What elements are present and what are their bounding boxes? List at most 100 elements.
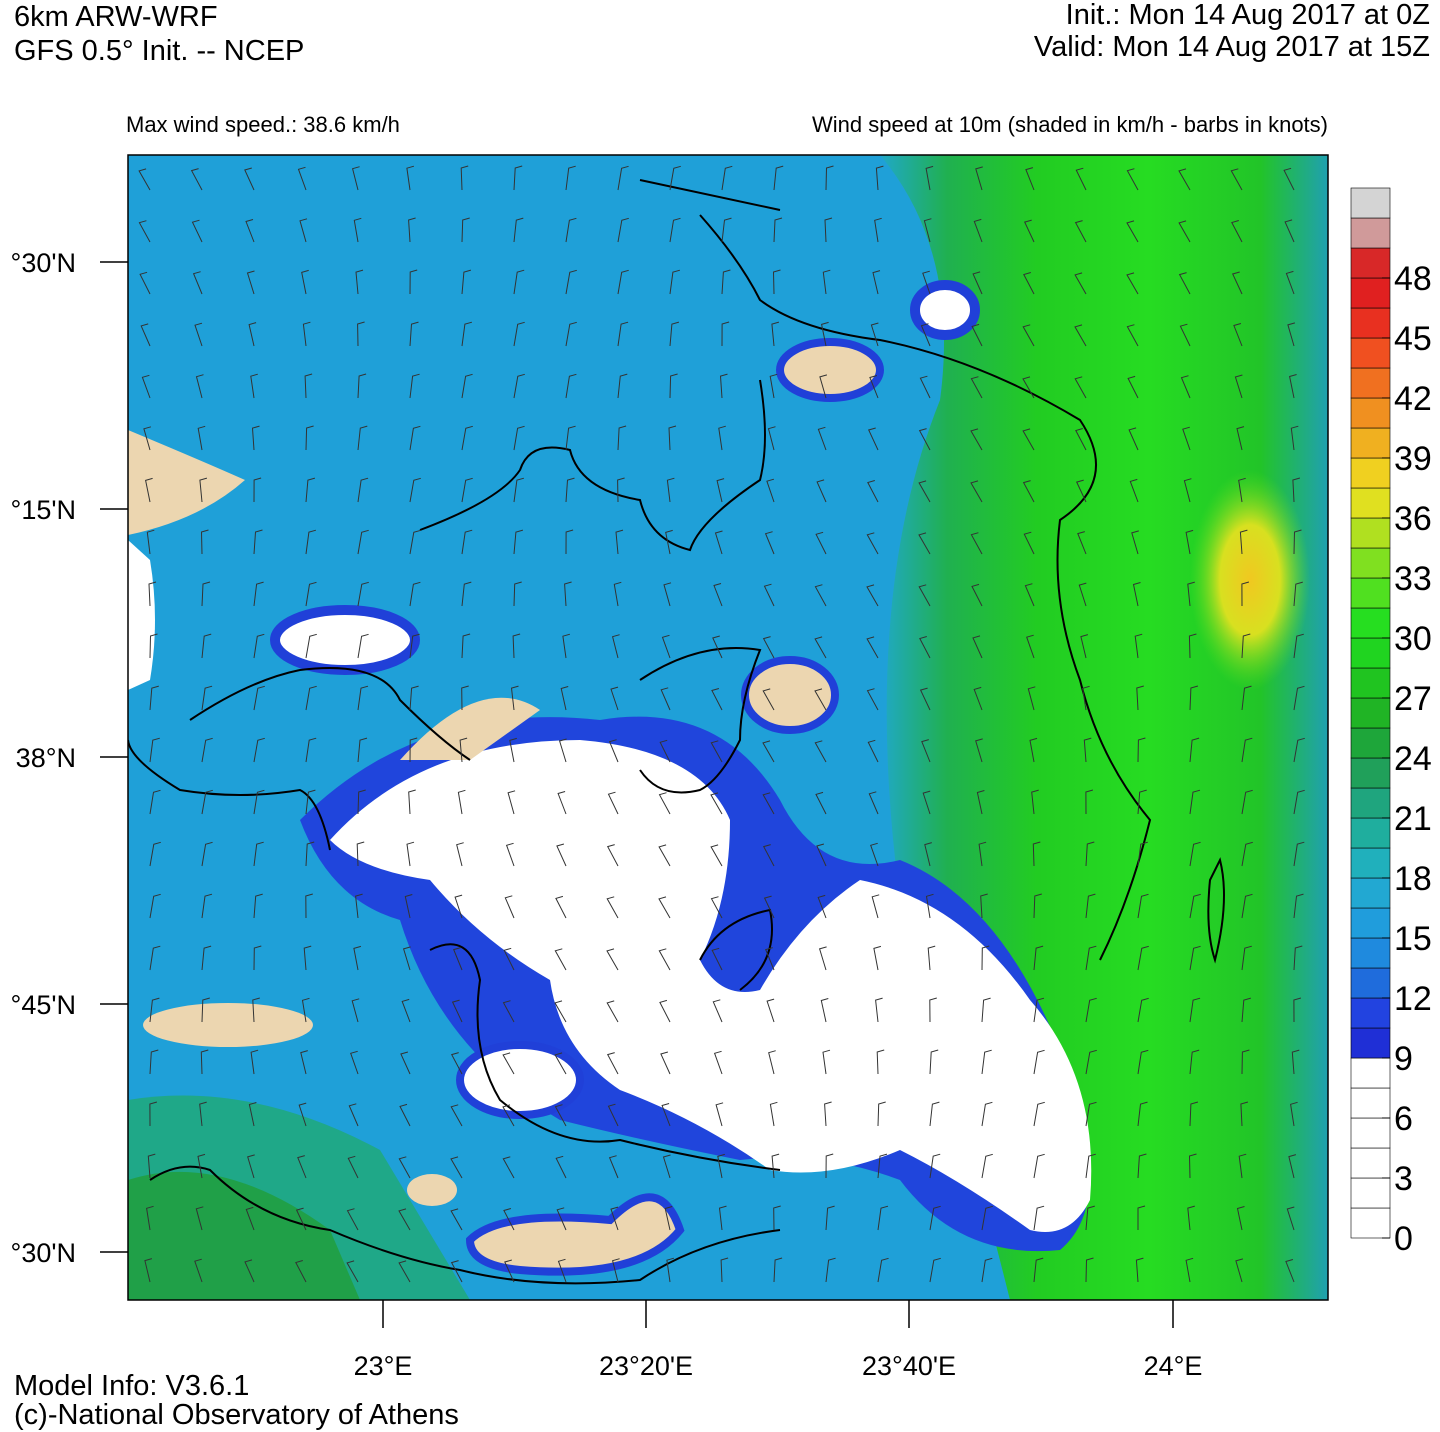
wind-barb [1188, 633, 1197, 659]
wind-barb [1238, 477, 1246, 503]
wind-barb [765, 947, 775, 971]
wind-barb [1137, 1205, 1146, 1230]
wind-barb [762, 636, 775, 659]
wind-barb [1033, 945, 1044, 971]
wind-barb [1127, 375, 1139, 399]
wind-barb [1236, 426, 1245, 451]
wind-barb [507, 790, 516, 815]
map-axes: °30'N °15'N 38°N °45'N °30'N 23°E 23°20'E 23°40… [11, 248, 1203, 1381]
wind-barb [870, 842, 879, 867]
wind-barb [711, 688, 723, 711]
wind-barb [1183, 478, 1192, 503]
wind-barb [710, 896, 723, 919]
wind-barb [450, 1052, 463, 1075]
wind-barb [409, 737, 418, 763]
wind-barb [713, 1050, 723, 1075]
wind-barb [719, 373, 728, 399]
wind-barb [769, 373, 778, 399]
colorbar-box [1350, 757, 1391, 789]
wind-barb [1022, 376, 1035, 399]
colorbar-box [1350, 307, 1391, 339]
colorbar-box [1350, 907, 1391, 939]
wind-barb [1185, 1257, 1194, 1283]
wind-barb [659, 739, 671, 763]
wind-barb [1187, 1205, 1195, 1231]
wind-barb [408, 789, 416, 815]
wind-barb [351, 166, 360, 191]
wind-barb [409, 633, 420, 659]
wind-barb [300, 1050, 308, 1075]
wind-barb [1286, 1206, 1295, 1231]
wind-barb [610, 1206, 619, 1231]
wind-barb [353, 217, 362, 243]
wind-barb [404, 894, 413, 919]
wind-barb [197, 1153, 206, 1179]
wind-barb [877, 1205, 889, 1231]
wind-barb [1025, 167, 1035, 191]
wind-barb [461, 685, 469, 711]
wind-barb [867, 480, 879, 503]
land [128, 430, 245, 535]
colorbar-box [1350, 487, 1391, 519]
wind-barb [1189, 1049, 1200, 1075]
wind-barb [607, 1103, 619, 1127]
wind-barb [460, 165, 469, 191]
wind-barb [199, 477, 208, 503]
wind-barb [710, 740, 723, 763]
wind-barb [1085, 1101, 1097, 1127]
wind-barb [346, 1260, 359, 1283]
wind-barb [406, 841, 415, 867]
wind-barb [149, 685, 159, 711]
colorbar-box [1350, 607, 1391, 639]
wind-barb [357, 581, 369, 607]
wind-barb [981, 1205, 993, 1231]
land [143, 1003, 313, 1047]
wind-barb [980, 893, 988, 919]
wind-barb [981, 1049, 992, 1075]
wind-barb [1233, 323, 1243, 347]
wind-barb [565, 269, 577, 295]
wind-barb [450, 1156, 463, 1179]
colorbar-box [1350, 997, 1391, 1029]
wind-barb [981, 1101, 993, 1127]
land [741, 656, 839, 734]
wind-barb [669, 217, 681, 243]
wind-barb [398, 1156, 411, 1179]
wind-barb [305, 893, 313, 919]
wind-barb [503, 947, 515, 971]
wind-barb [253, 945, 262, 971]
wind-barb [1137, 893, 1149, 919]
wind-barb [461, 633, 471, 659]
wind-barb [554, 1052, 567, 1075]
wind-barb [1289, 374, 1297, 399]
wind-barb [1241, 685, 1252, 711]
wind-barb [714, 530, 723, 555]
colorbar-box [1350, 697, 1391, 729]
wind-barb [1241, 945, 1252, 971]
wind-barb [929, 1101, 940, 1127]
wind-barb [351, 998, 360, 1023]
wind-barb [661, 1103, 671, 1127]
wind-barb [814, 688, 827, 711]
wind-barb [768, 1050, 776, 1075]
wind-barb [1137, 1101, 1148, 1127]
colorbar-label: 18 [1394, 860, 1432, 898]
wind-barb [513, 165, 523, 191]
wind-barb [194, 1258, 203, 1283]
wind-barb [617, 165, 629, 191]
wind-barb [357, 477, 369, 503]
wind-barb [822, 269, 831, 295]
wind-barb [1189, 737, 1200, 763]
wind-barb [562, 633, 571, 659]
wind-barb [814, 740, 827, 763]
wind-barb [253, 685, 265, 711]
wind-barb [1085, 1049, 1097, 1075]
wind-barb [141, 374, 151, 399]
wind-barb [305, 789, 316, 815]
wind-barb [1231, 271, 1243, 295]
wind-barb [149, 945, 161, 971]
wind-barb [1178, 272, 1191, 295]
wind-barb [1182, 426, 1191, 451]
wind-barb [1293, 685, 1305, 711]
